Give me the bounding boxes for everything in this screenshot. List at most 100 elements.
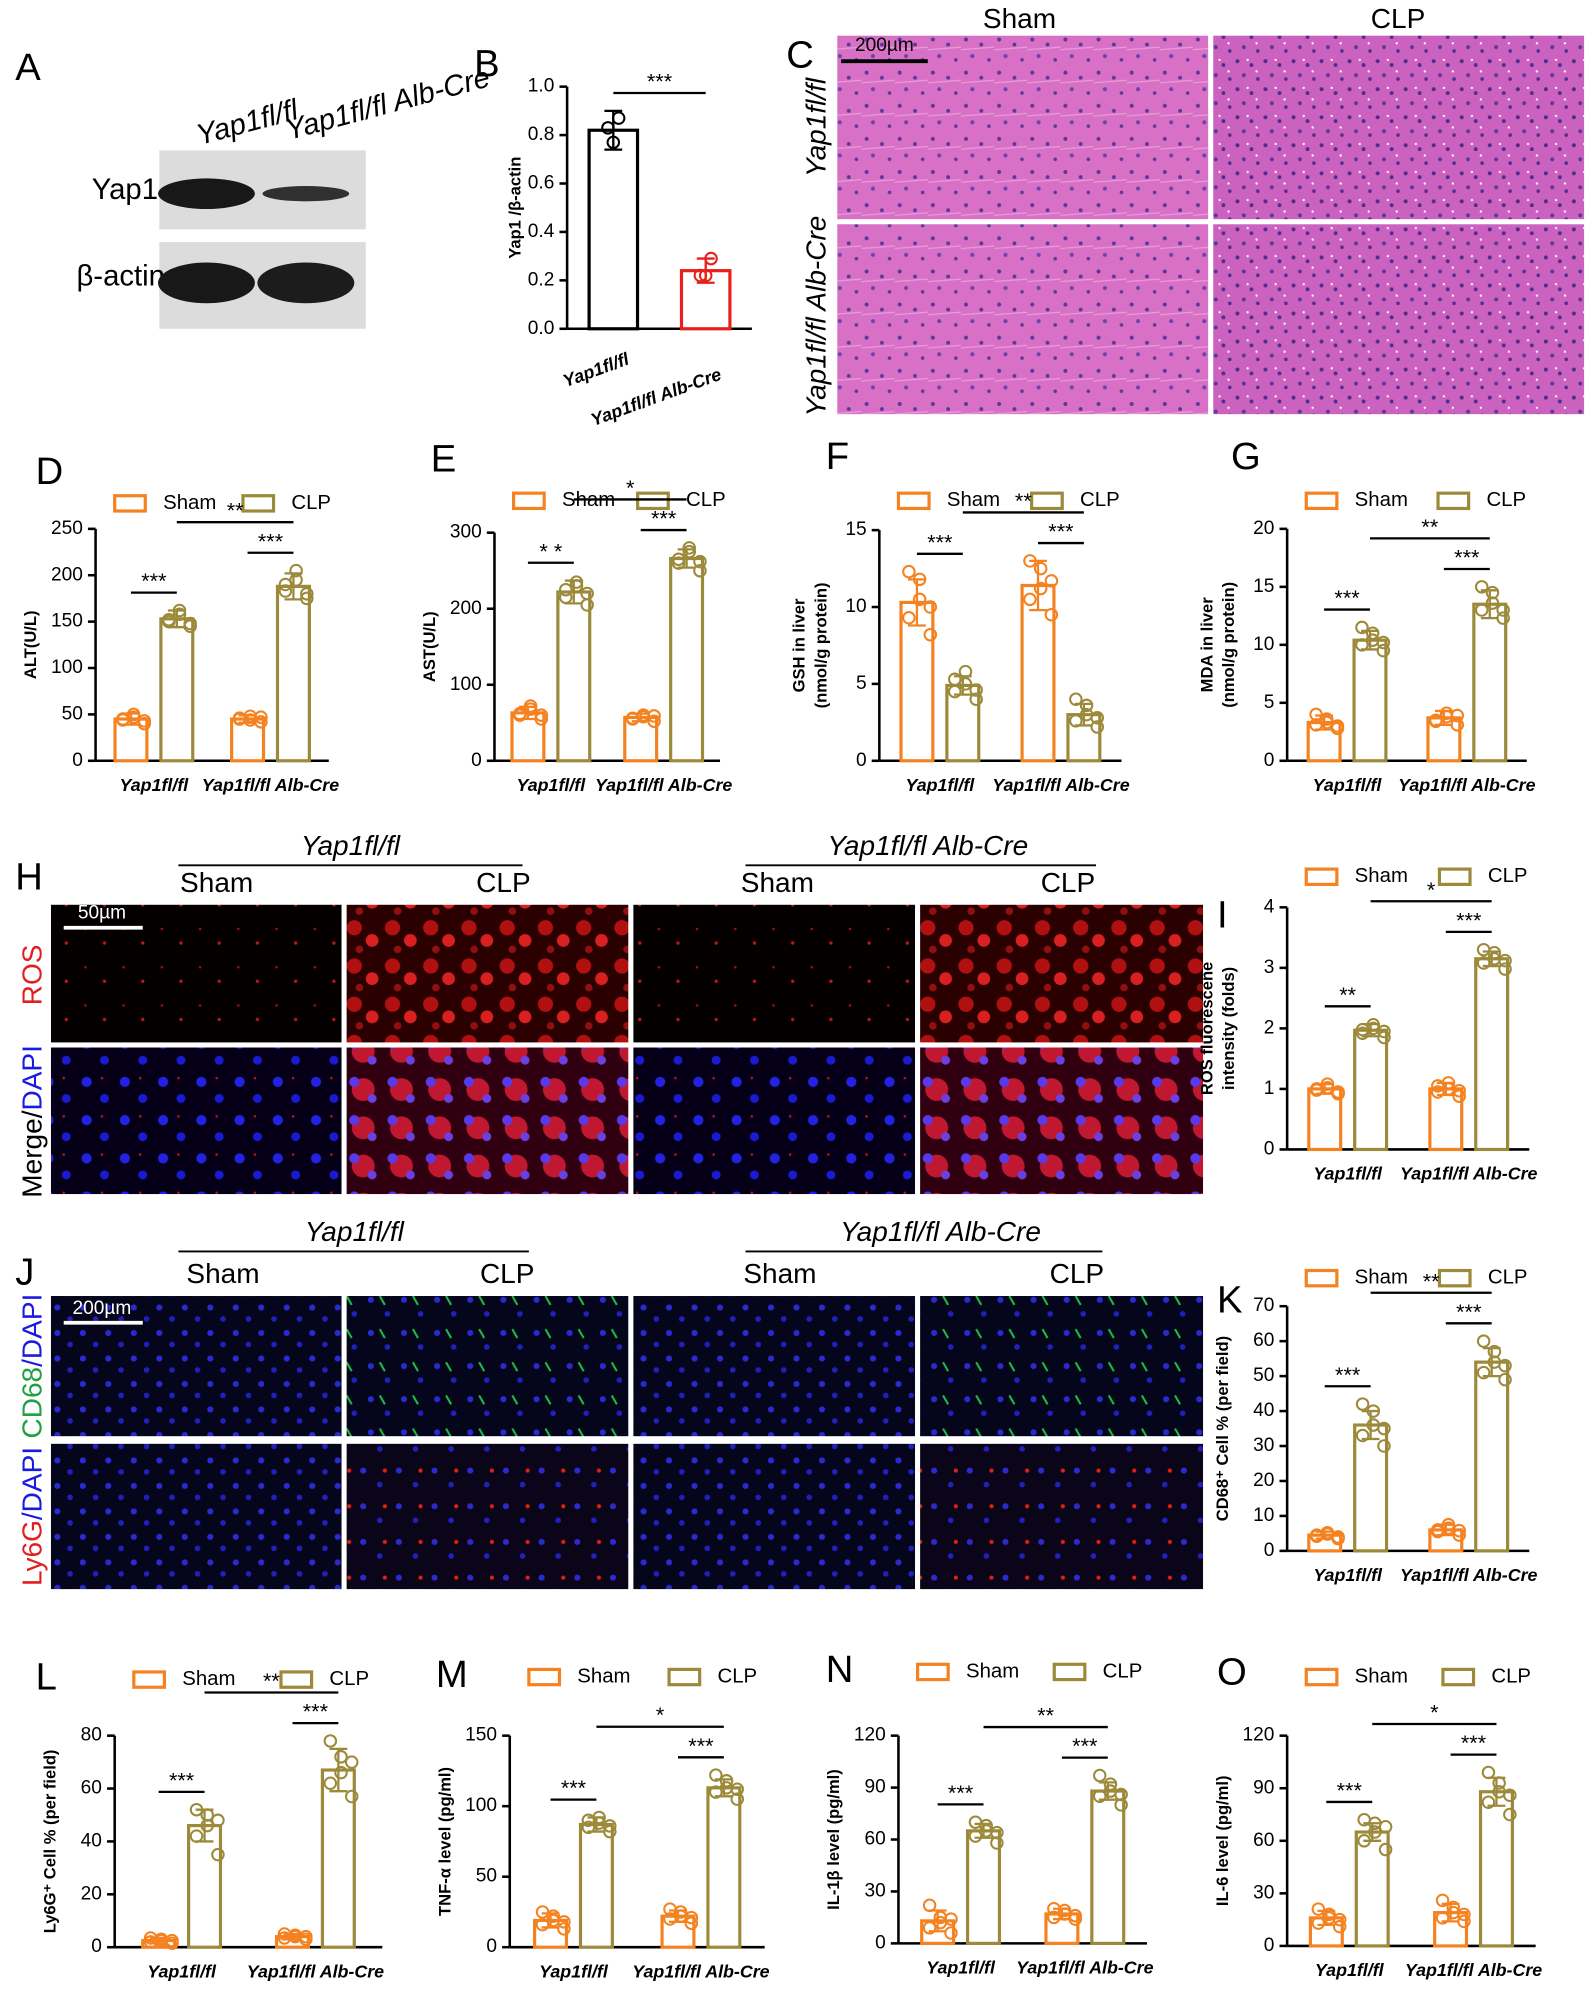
legend-label: CLP <box>1103 1660 1143 1682</box>
data-point <box>1487 1344 1502 1359</box>
micrograph <box>346 1296 629 1437</box>
data-point <box>1368 1825 1382 1839</box>
y-tick-label: 5 <box>856 673 867 694</box>
legend-swatch <box>1052 1662 1087 1682</box>
y-tick-label: 0 <box>486 1936 497 1957</box>
significance-label: ** <box>1015 488 1032 513</box>
significance-label: ** <box>1037 1703 1054 1728</box>
data-point <box>719 1774 734 1788</box>
legend-swatch <box>636 491 670 511</box>
y-tick-label: 15 <box>845 519 866 540</box>
data-point <box>1452 1523 1466 1538</box>
x-tick-label: Yap1fl/fl <box>1315 1960 1385 1980</box>
data-point <box>1485 596 1500 610</box>
data-point <box>1476 942 1491 957</box>
data-point <box>344 1789 359 1804</box>
panel-label: M <box>436 1653 468 1696</box>
data-point <box>569 575 584 589</box>
data-point <box>534 708 549 722</box>
data-point <box>1311 1916 1326 1930</box>
y-tick-label: 200 <box>51 564 83 585</box>
data-point <box>1309 1528 1324 1542</box>
error-bar <box>1436 1523 1455 1537</box>
data-point <box>1355 1428 1370 1443</box>
data-point <box>278 577 293 592</box>
data-point <box>1452 1083 1466 1098</box>
data-point <box>1332 1919 1347 1934</box>
error-bar <box>1436 1081 1455 1097</box>
data-point <box>1044 607 1059 622</box>
y-axis-label: ROS fluorescene <box>1198 962 1217 1095</box>
bar <box>275 584 311 763</box>
significance-label: *** <box>1334 585 1360 610</box>
legend-swatch <box>527 1667 562 1687</box>
data-point <box>1429 714 1443 729</box>
band-label: β-actin <box>76 260 165 293</box>
y-tick-label: 0.8 <box>528 124 555 145</box>
y-tick-label: 0 <box>471 750 482 771</box>
data-point <box>1033 581 1048 596</box>
error-bar <box>1098 1781 1117 1801</box>
data-point <box>1376 643 1391 658</box>
y-axis-label: ALT(U/L) <box>21 611 40 680</box>
data-point <box>671 556 686 570</box>
data-point <box>1332 1912 1347 1927</box>
bar <box>1353 1028 1389 1152</box>
data-point <box>923 627 938 642</box>
legend-swatch <box>1304 491 1339 511</box>
error-bar <box>564 579 583 605</box>
bar <box>320 1768 356 1949</box>
panel-label: J <box>15 1250 34 1293</box>
significance-label: * <box>1427 877 1436 902</box>
bar <box>945 683 981 763</box>
legend-swatch <box>1436 491 1471 511</box>
y-tick-label: 10 <box>845 596 866 617</box>
data-point <box>684 1910 699 1925</box>
panel-label: I <box>1217 894 1228 937</box>
data-point <box>1331 1085 1345 1099</box>
row-label: Yap1fl/fl <box>801 77 832 177</box>
y-tick-label: 100 <box>450 674 482 695</box>
y-tick-label: 5 <box>1264 692 1275 713</box>
y-tick-label: 40 <box>1253 1400 1274 1421</box>
y-tick-label: 1 <box>1264 1078 1275 1099</box>
y-axis-label: AST(U/L) <box>420 611 439 682</box>
panel-label: N <box>826 1648 854 1691</box>
column-label: CLP <box>1371 3 1426 34</box>
legend-label: Sham <box>1355 1267 1408 1289</box>
data-point <box>1033 561 1048 576</box>
data-point <box>663 1902 677 1916</box>
data-point <box>1357 1813 1371 1827</box>
data-point <box>1431 1079 1445 1093</box>
legend-label: CLP <box>1488 1267 1528 1289</box>
data-point <box>278 584 293 598</box>
error-bar <box>541 1912 560 1929</box>
stain-label: Merge/DAPI <box>17 1045 48 1198</box>
condition-label: CLP <box>1041 867 1096 898</box>
stain-label: ROS <box>17 945 48 1006</box>
error-bar <box>1361 629 1379 651</box>
micrograph <box>50 1047 342 1195</box>
scale-bar-label: 200µm <box>855 35 914 56</box>
x-tick-label: Yap1fl/fl Alb-Cre <box>1405 1960 1542 1980</box>
x-tick-label: Yap1fl/fl Alb-Cre <box>632 1961 769 1981</box>
error-bar <box>195 1808 214 1843</box>
data-point <box>1435 1893 1450 1908</box>
y-tick-label: 2 <box>1264 1017 1275 1038</box>
x-tick-label: Yap1fl/fl <box>1313 1164 1383 1184</box>
error-bar <box>149 1936 168 1945</box>
significance-label: *** <box>688 1733 714 1758</box>
significance-label: ** <box>1421 514 1438 539</box>
y-axis-label: intensity (folds) <box>1219 967 1238 1090</box>
data-point <box>1376 635 1391 650</box>
x-tick-label: Yap1fl/fl Alb-Cre <box>247 1961 384 1981</box>
data-point <box>1452 1089 1466 1103</box>
data-point <box>923 600 938 614</box>
y-tick-label: 0 <box>875 1932 886 1953</box>
y-tick-label: 0 <box>72 750 83 771</box>
error-bar <box>1052 1907 1071 1921</box>
group-label: Yap1fl/fl <box>305 1216 405 1247</box>
legend-swatch <box>915 1662 950 1682</box>
y-axis-label: (nmol/g protein) <box>811 582 830 708</box>
data-point <box>580 586 594 601</box>
